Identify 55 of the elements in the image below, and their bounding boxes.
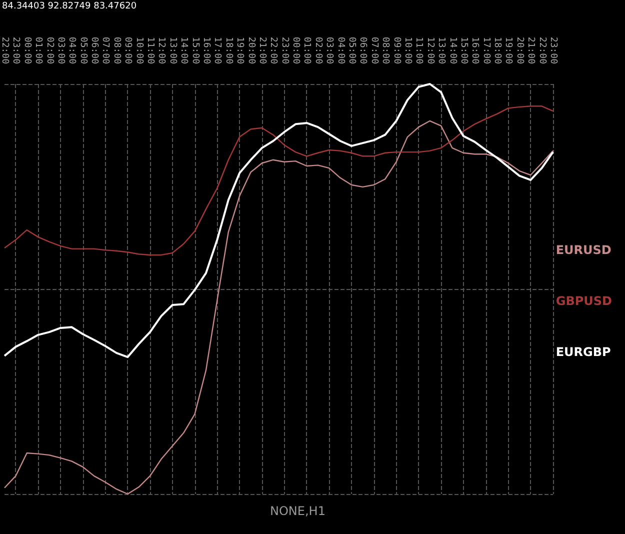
x-tick-label: 02:00	[312, 36, 323, 64]
x-tick-label: 14:00	[447, 36, 458, 64]
x-tick-label: 03:00	[324, 36, 334, 64]
x-tick-label: 11:00	[145, 36, 156, 64]
x-tick-label: 22:00	[0, 36, 10, 64]
x-tick-label: 14:00	[178, 36, 189, 64]
x-tick-label: 22:00	[536, 36, 547, 64]
x-tick-label: 22:00	[268, 36, 278, 64]
x-tick-label: 06:00	[89, 36, 100, 64]
x-tick-label: 08:00	[380, 36, 390, 64]
x-tick-label: 15:00	[190, 36, 200, 64]
x-tick-label: 04:00	[66, 36, 77, 64]
x-tick-label: 00:00	[22, 36, 32, 64]
x-tick-label: 02:00	[44, 36, 54, 64]
x-tick-label: 11:00	[414, 36, 424, 64]
x-tick-label: 23:00	[10, 36, 21, 64]
x-tick-label: 06:00	[358, 36, 368, 64]
text: 84.34403 92.82749 83.47620	[2, 2, 137, 12]
x-tick-label: 07:00	[100, 36, 110, 64]
text: GBPUSD	[556, 294, 612, 308]
x-tick-label: 04:00	[335, 36, 346, 64]
x-tick-label: 01:00	[33, 36, 44, 64]
x-tick-label: 21:00	[526, 36, 536, 64]
x-tick-label: 12:00	[156, 36, 166, 64]
x-tick-label: 23:00	[279, 36, 290, 64]
text: NONE,H1	[270, 504, 326, 518]
x-tick-label: 01:00	[302, 36, 312, 64]
x-tick-label: 16:00	[470, 36, 480, 64]
x-tick-label: 00:00	[290, 36, 301, 64]
x-tick-label: 10:00	[134, 36, 144, 64]
x-tick-label: 19:00	[234, 36, 245, 64]
x-tick-label: 16:00	[200, 36, 211, 64]
x-tick-label: 03:00	[55, 36, 66, 64]
x-tick-label: 10:00	[402, 36, 412, 64]
x-tick-label: 13:00	[167, 36, 178, 64]
x-tick-label: 15:00	[458, 36, 468, 64]
x-tick-label: 20:00	[246, 36, 256, 64]
text: EURUSD	[556, 243, 612, 257]
x-tick-label: 17:00	[480, 36, 491, 64]
text: EURGBP	[556, 345, 612, 359]
x-tick-label: 09:00	[391, 36, 402, 64]
x-tick-label: 18:00	[223, 36, 234, 64]
x-tick-label: 05:00	[346, 36, 357, 64]
x-tick-label: 08:00	[111, 36, 122, 64]
x-tick-label: 12:00	[424, 36, 435, 64]
x-tick-label: 09:00	[122, 36, 133, 64]
x-tick-label: 21:00	[256, 36, 267, 64]
x-tick-label: 13:00	[436, 36, 446, 64]
x-tick-label: 23:00	[548, 36, 558, 64]
x-tick-label: 07:00	[368, 36, 379, 64]
x-tick-label: 20:00	[514, 36, 524, 64]
x-tick-label: 17:00	[212, 36, 222, 64]
x-tick-label: 19:00	[503, 36, 514, 64]
x-tick-label: 05:00	[78, 36, 88, 64]
x-tick-label: 18:00	[492, 36, 502, 64]
